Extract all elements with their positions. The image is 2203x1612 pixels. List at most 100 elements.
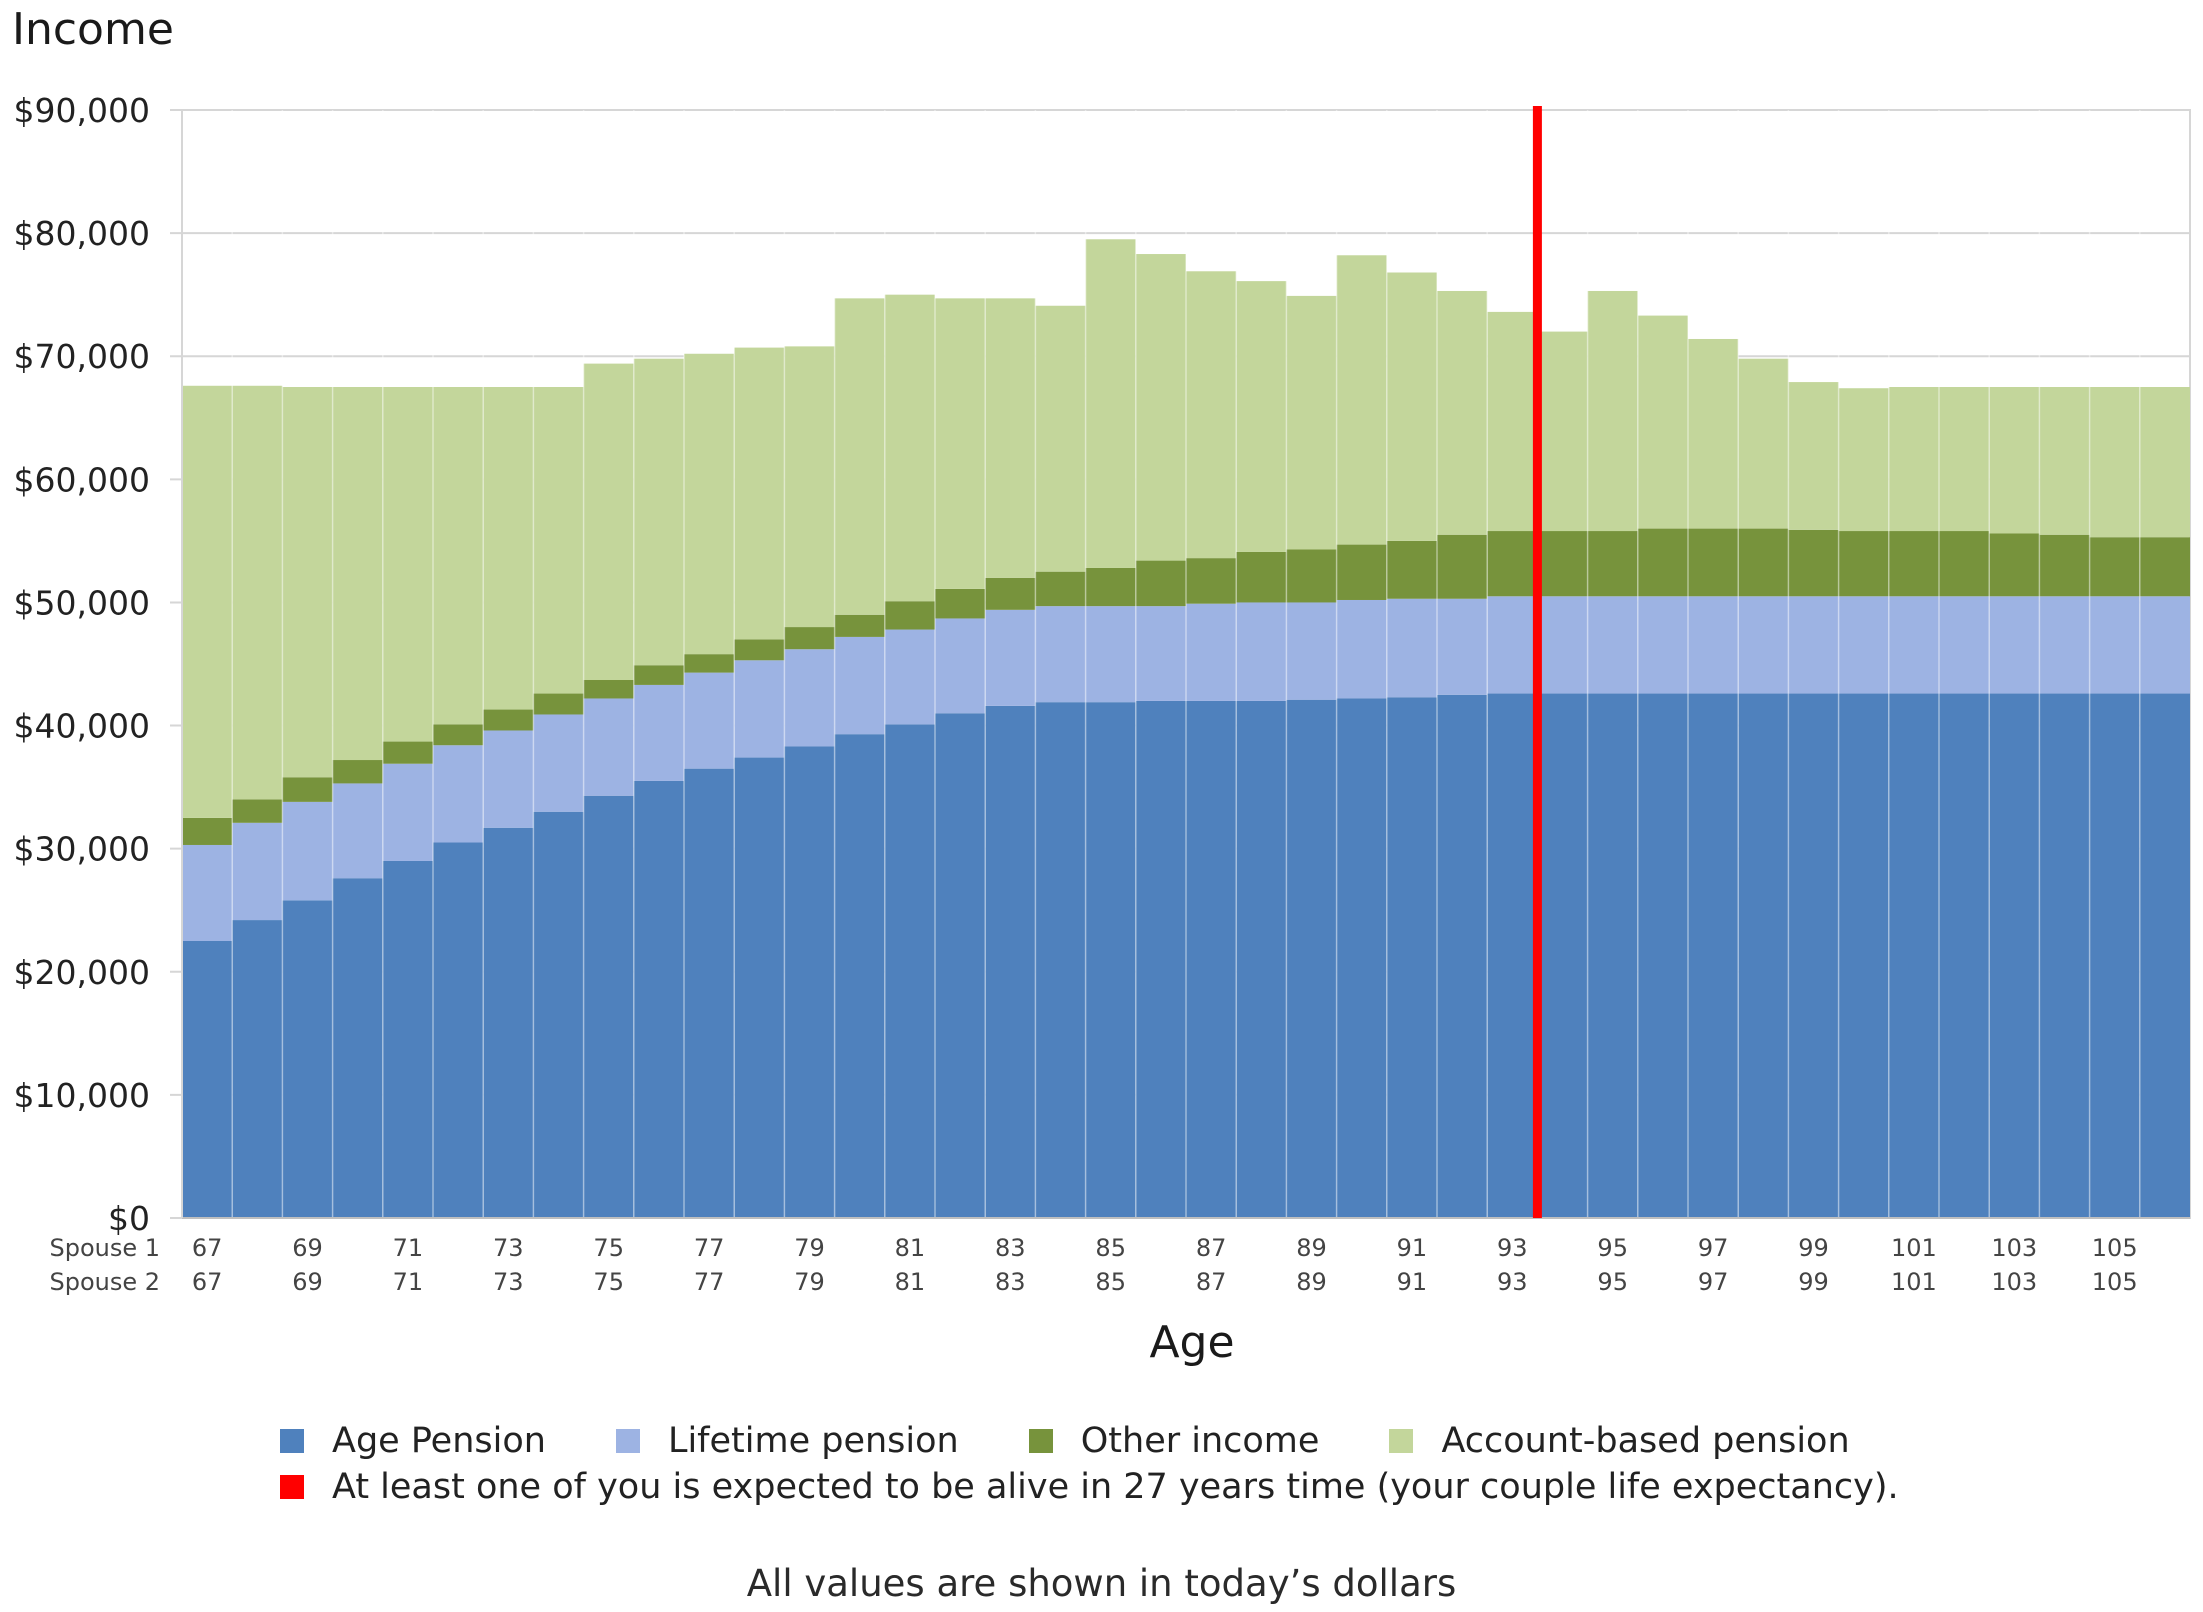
bar-segment xyxy=(1888,596,1939,694)
x-tick-label: 105 xyxy=(2092,1234,2138,1262)
x-tick-label: 103 xyxy=(1991,1234,2037,1262)
bar-segment xyxy=(182,941,233,1218)
x-tick-label: 71 xyxy=(393,1234,424,1262)
bar-segment xyxy=(182,385,233,818)
y-tick-label: $80,000 xyxy=(14,214,150,253)
bar-segment xyxy=(232,385,283,800)
bar-segment xyxy=(1336,544,1387,600)
x-tick-label: 87 xyxy=(1196,1268,1227,1296)
bar-segment xyxy=(684,768,735,1218)
legend-label-other-income: Other income xyxy=(1080,1421,1320,1461)
bar-segment xyxy=(884,724,935,1218)
legend-swatch-lifetime-pension xyxy=(615,1429,640,1453)
y-tick-label: $50,000 xyxy=(14,583,150,622)
bar-segment xyxy=(1537,531,1588,597)
bar-segment xyxy=(1487,531,1538,597)
bar-segment xyxy=(734,757,785,1218)
x-tick-label: 79 xyxy=(794,1234,825,1262)
bar-segment xyxy=(1637,693,1688,1218)
bar-segment xyxy=(734,660,785,758)
x-tick-label: 81 xyxy=(895,1234,926,1262)
bar-segment xyxy=(182,844,233,941)
bar-segment xyxy=(1989,387,2040,534)
bar-segment xyxy=(382,741,433,764)
x-tick-label: 81 xyxy=(895,1268,926,1296)
legend-swatch-age-pension xyxy=(280,1429,304,1453)
bar-segment xyxy=(1838,531,1889,597)
x-tick-label: 91 xyxy=(1397,1268,1428,1296)
bar-segment xyxy=(1135,606,1186,701)
bar-segment xyxy=(1186,700,1237,1218)
x-tick-label: 89 xyxy=(1296,1268,1327,1296)
bar-segment xyxy=(332,783,383,879)
bar-segment xyxy=(1135,254,1186,561)
bar-segment xyxy=(1688,528,1739,597)
x-tick-label: 89 xyxy=(1296,1234,1327,1262)
bar-segment xyxy=(1587,693,1638,1218)
bar-segment xyxy=(1487,311,1538,532)
bar-segment xyxy=(2039,596,2090,694)
bar-segment xyxy=(1587,596,1638,694)
y-tick-label: $30,000 xyxy=(14,830,150,869)
x-tick-row-label: Spouse 2 xyxy=(49,1268,160,1296)
bar-segment xyxy=(533,811,584,1218)
bar-segment xyxy=(1838,388,1889,532)
bar-segment xyxy=(1688,596,1739,694)
bar-segment xyxy=(382,763,433,861)
bar-segment xyxy=(1487,693,1538,1218)
bar-segment xyxy=(834,298,885,615)
x-tick-label: 69 xyxy=(292,1234,323,1262)
legend-row-marker: At least one of you is expected to be al… xyxy=(280,1464,1980,1510)
bar-segment xyxy=(1939,596,1990,694)
bar-segment xyxy=(684,654,735,673)
bar-segment xyxy=(1788,382,1839,530)
bar-segment xyxy=(332,760,383,784)
y-tick-label: $70,000 xyxy=(14,337,150,376)
bar-segment xyxy=(884,294,935,602)
bar-segment xyxy=(483,387,534,710)
bar-segment xyxy=(332,878,383,1218)
bar-segment xyxy=(1437,290,1488,535)
bar-segment xyxy=(1186,271,1237,559)
bar-segment xyxy=(1989,693,2040,1218)
bar-segment xyxy=(1838,693,1889,1218)
bar-segment xyxy=(834,636,885,735)
bar-segment xyxy=(1386,697,1437,1218)
bar-segment xyxy=(1738,693,1789,1218)
bar-segment xyxy=(1838,596,1889,694)
bar-segment xyxy=(1487,596,1538,694)
x-tick-label: 99 xyxy=(1798,1268,1829,1296)
bar-segment xyxy=(935,588,986,619)
bar-segment xyxy=(1035,606,1086,703)
legend-label-account-based-pension: Account-based pension xyxy=(1441,1421,1850,1461)
x-tick-label: 77 xyxy=(694,1234,725,1262)
bar-segment xyxy=(1888,693,1939,1218)
bar-segment xyxy=(1537,596,1588,694)
bar-segment xyxy=(1738,528,1789,597)
bar-segment xyxy=(784,627,835,650)
bar-segment xyxy=(935,298,986,589)
bar-segment xyxy=(1788,693,1839,1218)
bar-segment xyxy=(232,799,283,823)
bar-segment xyxy=(533,693,584,715)
x-tick-label: 95 xyxy=(1597,1268,1628,1296)
bar-segment xyxy=(1688,338,1739,529)
bar-segment xyxy=(1186,558,1237,604)
bar-segment xyxy=(935,713,986,1218)
bar-segment xyxy=(1035,571,1086,607)
bar-segment xyxy=(1186,603,1237,701)
y-tick-label: $60,000 xyxy=(14,460,150,499)
bar-segment xyxy=(2139,693,2190,1218)
bar-segment xyxy=(985,577,1036,610)
x-tick-label: 73 xyxy=(493,1268,524,1296)
bars-layer xyxy=(182,110,2190,1218)
y-tick-label: $40,000 xyxy=(14,707,150,746)
bar-segment xyxy=(1939,387,1990,532)
y-tick-label: $20,000 xyxy=(14,953,150,992)
bar-segment xyxy=(1587,290,1638,532)
legend-item-life-expectancy: At least one of you is expected to be al… xyxy=(280,1467,1899,1507)
bar-segment xyxy=(784,746,835,1218)
y-tick-label: $90,000 xyxy=(14,91,150,130)
bar-segment xyxy=(884,629,935,725)
